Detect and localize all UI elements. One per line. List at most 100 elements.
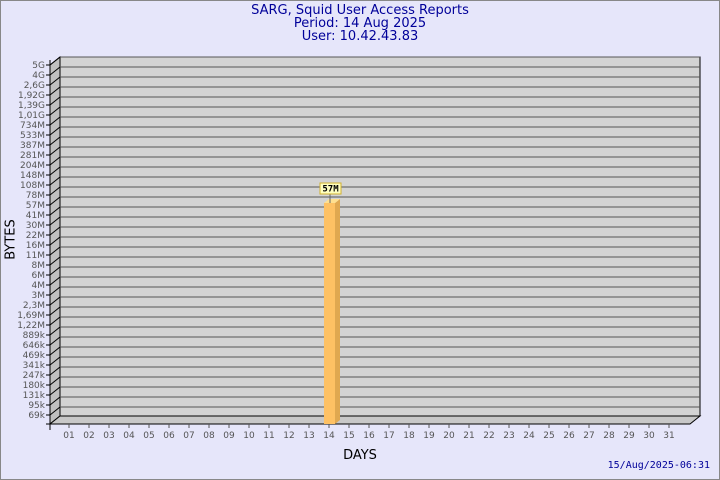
y-tick-label: 889k [23,331,46,341]
grid-slant [49,286,61,296]
grid-slant [49,406,61,416]
grid-slant [49,356,61,366]
grid-slant [49,396,61,406]
bar-value-label: 57M [322,185,339,195]
x-tick-label: 16 [363,431,375,441]
chart-user: User: 10.42.43.83 [301,29,419,44]
grid-slant [49,296,61,306]
grid-slant [49,366,61,376]
y-tick-label: 1,69M [17,311,45,321]
y-tick-label: 469k [23,351,46,361]
y-tick-label: 1,39G [18,101,45,111]
y-tick-label: 180k [23,381,46,391]
grid-slant [49,86,61,96]
y-tick-label: 281M [20,151,45,161]
x-tick-label: 27 [583,431,594,441]
y-tick-label: 247k [23,371,46,381]
grid-slant [49,276,61,286]
x-tick-label: 03 [103,431,114,441]
x-tick-label: 26 [563,431,575,441]
y-tick-label: 4M [32,281,46,291]
y-tick-label: 533M [20,131,45,141]
x-tick-label: 19 [423,431,435,441]
x-tick-label: 30 [643,431,655,441]
bar-side [335,199,340,424]
y-tick-label: 2,6G [24,81,45,91]
grid-slant [49,116,61,126]
grid-slant [49,386,61,396]
bar-label-box [319,182,342,195]
grid-slant [49,306,61,316]
grid-slant [49,126,61,136]
grid-slant [49,226,61,236]
grid-slant [49,196,61,206]
y-tick-label: 5G [32,61,45,71]
y-tick-label: 131k [23,391,46,401]
x-axis-label: DAYS [343,448,377,463]
plot-floor [48,415,702,425]
grid-slant [49,326,61,336]
x-tick-label: 18 [403,431,415,441]
x-tick-label: 06 [163,431,175,441]
grid-slant [49,336,61,346]
x-tick-label: 05 [143,431,154,441]
grid-slant [49,146,61,156]
grid-slant [49,216,61,226]
x-tick-label: 02 [83,431,94,441]
y-tick-label: 1,92G [18,91,45,101]
bar [324,203,335,424]
y-tick-label: 204M [20,161,45,171]
x-tick-label: 10 [243,431,255,441]
y-tick-label: 3M [32,291,46,301]
x-tick-label: 29 [623,431,635,441]
y-tick-label: 148M [20,171,45,181]
y-tick-label: 30M [26,221,45,231]
x-tick-label: 28 [603,431,615,441]
x-tick-label: 12 [283,431,294,441]
grid-slant [49,136,61,146]
bar-top [324,199,340,203]
x-tick-label: 01 [63,431,74,441]
grid-slant [49,186,61,196]
y-tick-label: 78M [26,191,45,201]
x-tick-label: 04 [123,431,135,441]
x-tick-label: 08 [203,431,215,441]
grid-slant [49,266,61,276]
x-tick-label: 24 [523,431,535,441]
grid-slant [49,96,61,106]
y-tick-label: 57M [26,201,45,211]
chart-title: SARG, Squid User Access Reports [251,3,469,18]
y-tick-label: 41M [26,211,45,221]
y-axis-label: BYTES [3,219,19,260]
grid-slant [49,316,61,326]
grid-slant [49,56,61,66]
x-tick-label: 07 [183,431,194,441]
y-tick-label: 2,3M [23,301,45,311]
grid-slant [49,76,61,86]
footer-timestamp: 15/Aug/2025-06:31 [607,460,710,471]
y-tick-label: 16M [26,241,45,251]
y-tick-label: 387M [20,141,45,151]
x-tick-label: 25 [543,431,554,441]
y-tick-label: 6M [32,271,46,281]
y-tick-label: 734M [20,121,45,131]
y-tick-label: 11M [26,251,45,261]
chart-period: Period: 14 Aug 2025 [293,16,427,31]
y-tick-label: 95k [28,401,45,411]
grid-slant [49,376,61,386]
grid-slant [49,106,61,116]
grid-slant [49,206,61,216]
y-tick-label: 108M [20,181,45,191]
y-tick-label: 341k [23,361,46,371]
grid-slant [49,246,61,256]
y-tick-label: 1,01G [18,111,45,121]
x-tick-label: 22 [483,431,494,441]
x-tick-label: 15 [343,431,354,441]
grid-slant [49,176,61,186]
x-tick-label: 13 [303,431,314,441]
x-tick-label: 21 [463,431,474,441]
grid-slant [49,166,61,176]
x-tick-label: 11 [263,431,274,441]
y-tick-label: 8M [32,261,46,271]
